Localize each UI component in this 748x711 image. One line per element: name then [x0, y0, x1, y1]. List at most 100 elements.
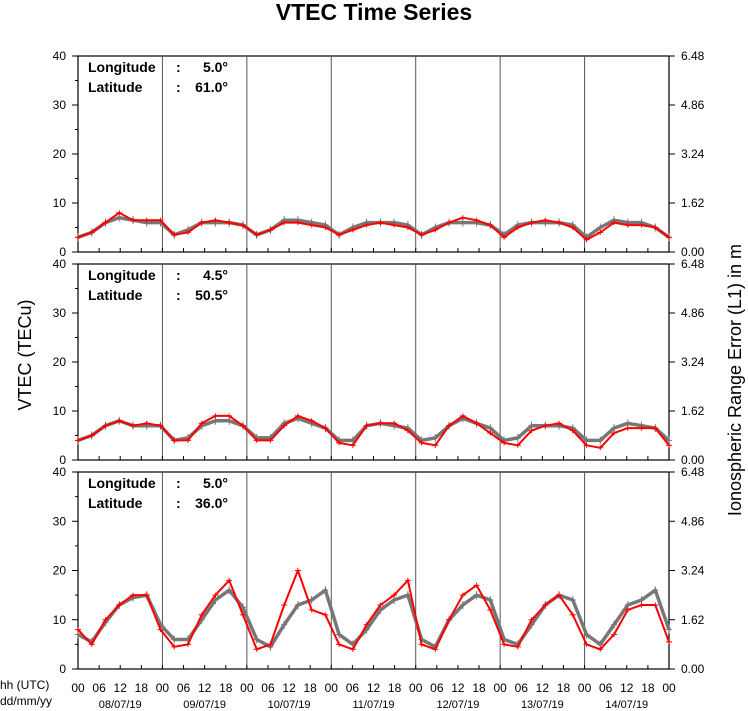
y2-tick-label: 0.00	[681, 245, 705, 259]
y-tick-label: 20	[53, 355, 67, 369]
y-tick-label: 0	[59, 245, 66, 259]
x-hour-tick-label: 12	[367, 681, 381, 695]
longitude-colon: :	[176, 267, 181, 283]
x-date-label: 14/07/19	[605, 699, 648, 711]
y-tick-label: 10	[53, 613, 67, 627]
x-hour-tick-label: 00	[662, 681, 676, 695]
x-date-label: 10/07/19	[268, 699, 311, 711]
series-line	[77, 414, 670, 449]
x-hour-tick-label: 00	[156, 681, 170, 695]
x-date-label: 09/07/19	[183, 699, 226, 711]
longitude-label: Longitude	[88, 267, 156, 283]
y2-tick-label: 1.62	[681, 404, 705, 418]
panel-2: 0 10 20 30 40 0.00 1.62 3.24 4.86 6.48 Longitude: 4…	[53, 257, 705, 467]
latitude-label: Latitude	[88, 79, 143, 95]
x-hour-tick-label: 06	[261, 681, 275, 695]
chart-title: VTEC Time Series	[276, 0, 472, 25]
latitude-value: 61.0°	[195, 79, 228, 95]
series-observed-red	[75, 210, 672, 243]
longitude-value: 4.5°	[203, 267, 228, 283]
y-axis-label: VTEC (TECu)	[15, 299, 35, 410]
x-hour-tick-label: 06	[515, 681, 529, 695]
x-hour-tick-label: 00	[409, 681, 423, 695]
series-observed-red	[75, 413, 672, 451]
x-date-label: 11/07/19	[352, 699, 394, 711]
x-axis-hour-label: hh (UTC)	[0, 678, 49, 692]
latitude-colon: :	[176, 495, 181, 511]
x-hour-tick-label: 18	[472, 681, 486, 695]
y2-tick-label: 3.24	[681, 564, 705, 578]
x-hour-tick-label: 12	[114, 681, 128, 695]
x-hour-tick-label: 06	[599, 681, 613, 695]
x-hour-tick-label: 00	[493, 681, 507, 695]
y2-tick-label: 6.48	[681, 49, 705, 63]
x-hour-tick-label: 12	[198, 681, 212, 695]
y2-tick-label: 1.62	[681, 613, 705, 627]
right-axis-label: Ionospheric Range Error (L1) in m	[725, 244, 745, 516]
y-tick-label: 10	[53, 404, 67, 418]
y2-tick-label: 3.24	[681, 355, 705, 369]
longitude-value: 5.0°	[203, 475, 228, 491]
latitude-colon: :	[176, 79, 181, 95]
x-hour-tick-label: 06	[177, 681, 191, 695]
x-hour-tick-label: 18	[388, 681, 402, 695]
y2-tick-label: 6.48	[681, 257, 705, 271]
x-axis-date-label: dd/mm/yy	[0, 694, 52, 708]
y-tick-label: 10	[53, 196, 67, 210]
y-tick-label: 40	[53, 49, 67, 63]
x-axis: 00 06 12 18 00 06 12 18 00 06 12 18 00 06 12 18 00 06 12 18…	[71, 681, 676, 711]
longitude-colon: :	[176, 59, 181, 75]
latitude-value: 36.0°	[195, 495, 228, 511]
x-hour-tick-label: 12	[536, 681, 550, 695]
x-hour-tick-label: 00	[71, 681, 85, 695]
longitude-value: 5.0°	[203, 59, 228, 75]
x-date-label: 12/07/19	[437, 699, 480, 711]
y2-tick-label: 4.86	[681, 98, 705, 112]
y2-tick-label: 1.62	[681, 196, 705, 210]
y2-tick-label: 3.24	[681, 147, 705, 161]
y-tick-label: 30	[53, 514, 67, 528]
series-line	[77, 569, 670, 651]
y2-tick-label: 0.00	[681, 453, 705, 467]
longitude-label: Longitude	[88, 475, 156, 491]
series-observed-red	[75, 568, 672, 652]
x-hour-tick-label: 18	[219, 681, 233, 695]
latitude-colon: :	[176, 287, 181, 303]
y2-tick-label: 0.00	[681, 662, 705, 676]
x-date-label: 13/07/19	[521, 699, 564, 711]
latitude-label: Latitude	[88, 287, 143, 303]
y2-tick-label: 6.48	[681, 465, 705, 479]
series-model-gray	[75, 586, 672, 651]
panel-3: 0 10 20 30 40 0.00 1.62 3.24 4.86 6.48 Longitude: 5…	[53, 465, 705, 676]
x-hour-tick-label: 06	[92, 681, 106, 695]
x-hour-tick-label: 06	[430, 681, 444, 695]
x-date-label: 08/07/19	[99, 699, 142, 711]
latitude-value: 50.5°	[195, 287, 228, 303]
longitude-colon: :	[176, 475, 181, 491]
y-tick-label: 30	[53, 306, 67, 320]
x-hour-tick-label: 12	[451, 681, 465, 695]
x-hour-tick-label: 06	[346, 681, 360, 695]
y-tick-label: 20	[53, 147, 67, 161]
x-hour-tick-label: 18	[557, 681, 571, 695]
panel-frame	[77, 471, 670, 670]
y-tick-label: 0	[59, 453, 66, 467]
longitude-label: Longitude	[88, 59, 156, 75]
x-hour-tick-label: 18	[641, 681, 655, 695]
x-hour-tick-label: 18	[303, 681, 317, 695]
y-tick-label: 40	[53, 465, 67, 479]
y-tick-label: 40	[53, 257, 67, 271]
y2-tick-label: 4.86	[681, 514, 705, 528]
x-hour-tick-label: 12	[282, 681, 296, 695]
x-hour-tick-label: 00	[240, 681, 254, 695]
series-line	[77, 211, 670, 241]
x-hour-tick-label: 00	[325, 681, 339, 695]
series-line	[77, 416, 671, 443]
panel-1: 0 10 20 30 40 0.00 1.62 3.24 4.86 6.48 Longitude: 5…	[53, 49, 705, 259]
y-tick-label: 0	[59, 662, 66, 676]
x-hour-tick-label: 18	[135, 681, 149, 695]
x-hour-tick-label: 00	[578, 681, 592, 695]
y-tick-label: 30	[53, 98, 67, 112]
y2-tick-label: 4.86	[681, 306, 705, 320]
